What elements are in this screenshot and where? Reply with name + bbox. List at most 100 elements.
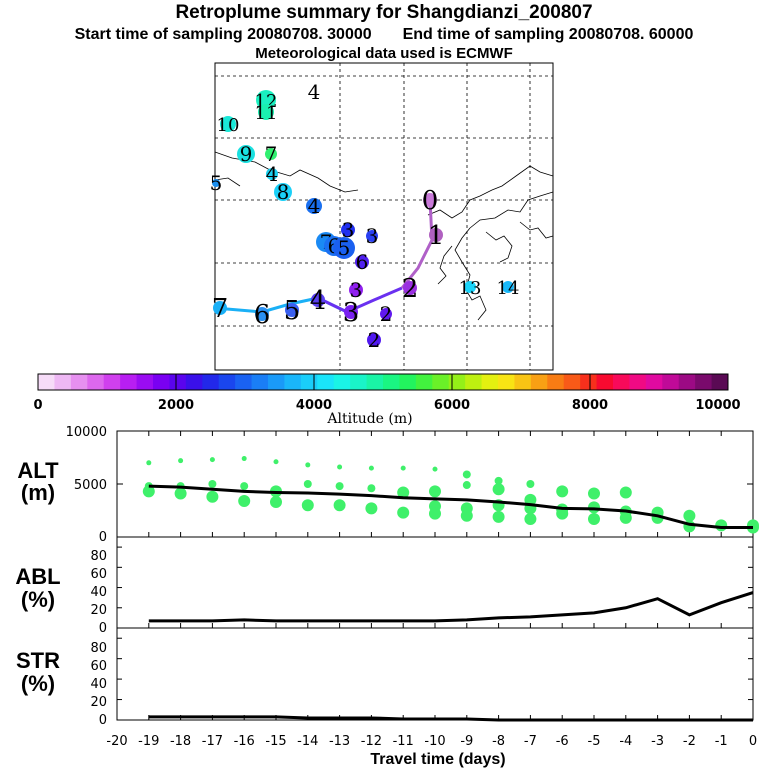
trajectory-point (403, 281, 417, 295)
alt-cluster-dot (303, 480, 312, 488)
trajectory-day-label: 1 (428, 221, 445, 251)
abl-tick: 40 (90, 585, 107, 600)
abl-tick: 0 (99, 621, 107, 636)
abl-label: ABL (15, 564, 60, 589)
alt-cluster-dot (462, 481, 471, 490)
alt-tick: 0 (99, 530, 107, 545)
alt-cluster-dot (397, 486, 410, 499)
alt-cluster-dot (460, 509, 473, 522)
trajectory-point (311, 293, 325, 307)
pct-tick-marks (117, 546, 753, 721)
str-unit: (%) (21, 671, 55, 696)
border-line (214, 177, 241, 187)
cluster-label: 5 (338, 236, 351, 260)
alt-cluster-dot (335, 482, 344, 491)
sampling-times: Start time of sampling 20080708. 30000 E… (0, 26, 768, 44)
x-tick-label: -19 (138, 734, 159, 749)
alt-mean-line (148, 484, 753, 529)
abl-tick: 20 (90, 603, 107, 618)
trajectory-line-near (400, 199, 434, 289)
alt-cluster-dot (524, 512, 537, 525)
alt-cluster-dot (492, 483, 505, 496)
trajectory-day-label: 5 (284, 296, 301, 326)
trajectory-point (429, 228, 443, 242)
trajectory-day-label: 3 (343, 298, 360, 328)
cluster-marker (464, 281, 476, 293)
alt-cluster-dot (429, 507, 441, 520)
trajectory-day-label: 6 (254, 300, 271, 330)
alt-cluster-dot (588, 501, 600, 514)
trajectory-point (255, 307, 269, 321)
cluster-label: 4 (308, 194, 321, 218)
alt-cluster-dot (432, 466, 438, 472)
alt-cluster-dot (240, 482, 249, 491)
cluster-marker (306, 198, 322, 214)
alt-cluster-dot (715, 519, 728, 532)
alt-plot (142, 456, 759, 534)
alt-cluster-dot (208, 480, 217, 488)
abl-plot (148, 591, 754, 623)
alt-cluster-dot (305, 462, 311, 468)
alt-cluster-dot (174, 487, 187, 500)
cluster-marker (266, 168, 278, 180)
cluster-label: 2 (368, 328, 381, 352)
x-axis-label: Travel time (days) (370, 751, 505, 768)
x-tick-label: -9 (460, 734, 473, 749)
alt-cluster-dot (619, 486, 632, 499)
alt-cluster-dot (209, 457, 215, 463)
x-tick-label: -20 (106, 734, 127, 749)
alt-cluster-dot (365, 502, 378, 515)
x-tick-label: -1 (715, 734, 728, 749)
x-tick-label: 0 (749, 734, 757, 749)
abl-unit: (%) (21, 587, 55, 612)
cluster-marker (220, 116, 236, 132)
x-tick-label: -6 (556, 734, 569, 749)
x-tick-label: -13 (329, 734, 350, 749)
cluster-marker (258, 104, 274, 120)
alt-cluster-dot (367, 484, 376, 493)
str-panel-frame (116, 627, 754, 721)
alt-cluster-dot (397, 506, 410, 519)
alt-cluster-dot (556, 507, 569, 520)
x-tick-label: -5 (588, 734, 601, 749)
trajectory-point (423, 193, 437, 207)
map-grid (215, 63, 553, 370)
cluster-marker (366, 230, 378, 242)
alt-cluster-dot (526, 480, 535, 488)
cluster-label: 10 (217, 115, 240, 136)
cluster-marker (367, 333, 381, 347)
alt-tick: 5000 (74, 478, 107, 493)
x-tick-label: -2 (683, 734, 696, 749)
alt-cluster-dot (619, 511, 632, 524)
str-label: STR (16, 648, 60, 673)
cluster-marker (237, 145, 255, 163)
border-line (427, 165, 554, 219)
str-tick: 0 (99, 713, 107, 728)
cluster-label: 11 (255, 103, 278, 124)
trajectory-day-label: 2 (402, 274, 419, 304)
alt-cluster-dot (429, 485, 441, 498)
x-tick-label: -16 (234, 734, 255, 749)
alt-cluster-dot (556, 485, 569, 498)
alt-cluster-dot (368, 465, 374, 471)
end-time-label: End time of sampling 20080708. 60000 (402, 26, 694, 43)
alt-cluster-dot (146, 460, 152, 466)
coastline (485, 231, 513, 263)
x-tick-label: -10 (424, 734, 445, 749)
cluster-marker (341, 223, 355, 237)
cluster-marker (333, 237, 355, 259)
x-axis-ticks: -20 -19 -18 -17 -16 -15 -14 -13 -12 -11 -10 -9 -8 -7-… (106, 431, 757, 749)
cluster-label: 2 (380, 302, 393, 326)
alt-cluster-dot (462, 470, 471, 479)
abl-panel-frame (116, 536, 754, 629)
x-tick-label: -15 (265, 734, 286, 749)
trajectory-point (213, 301, 227, 315)
x-tick-label: -12 (361, 734, 382, 749)
start-time-label: Start time of sampling 20080708. 30000 (74, 26, 372, 43)
alt-cluster-dot (494, 476, 503, 485)
alt-cluster-dot (337, 464, 343, 470)
alt-cluster-dot (178, 458, 184, 464)
alt-cluster-dot (301, 499, 314, 512)
coastline (519, 221, 554, 239)
